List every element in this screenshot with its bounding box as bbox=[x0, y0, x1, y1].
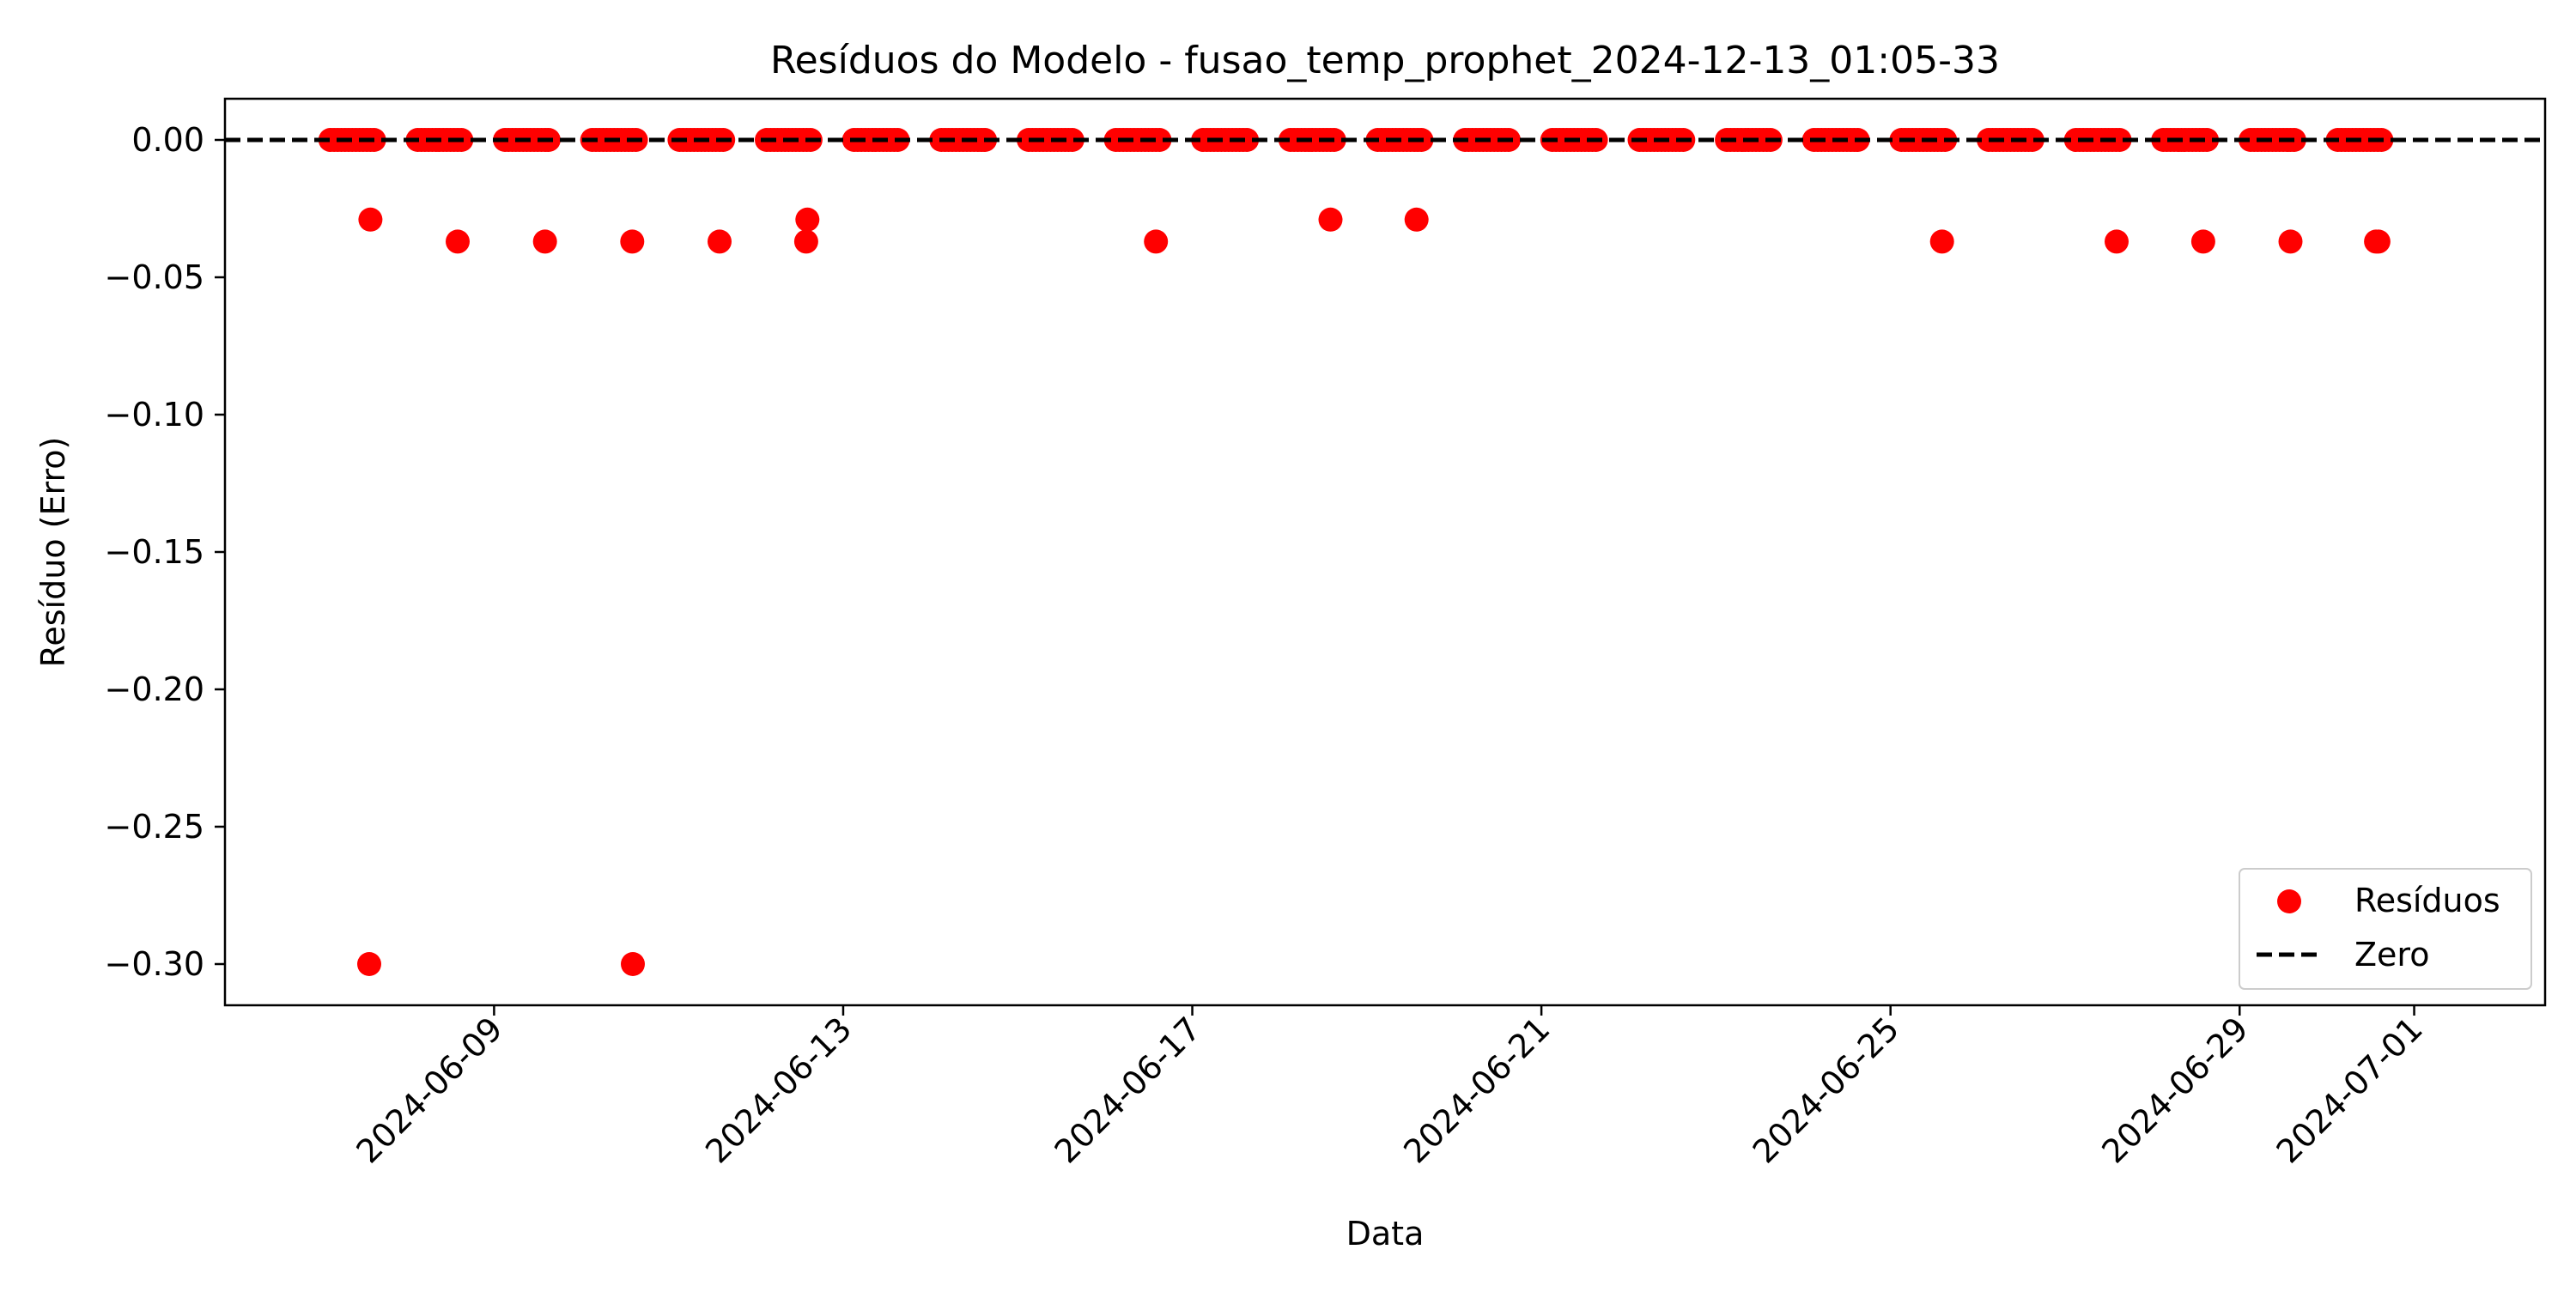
residual-point-outlier bbox=[1144, 229, 1168, 253]
residual-point-outlier bbox=[2279, 229, 2303, 253]
y-tick-label: −0.15 bbox=[105, 533, 204, 571]
residual-point-outlier bbox=[358, 208, 382, 232]
y-tick-label: −0.30 bbox=[105, 945, 204, 983]
x-tick-label: 2024-06-09 bbox=[349, 1010, 509, 1170]
residual-point-outlier bbox=[357, 952, 381, 976]
residual-point-outlier bbox=[621, 952, 645, 976]
x-tick-label: 2024-06-17 bbox=[1048, 1010, 1208, 1170]
y-tick-label: −0.25 bbox=[105, 808, 204, 846]
y-tick-label: −0.20 bbox=[105, 670, 204, 708]
x-tick-label: 2024-06-25 bbox=[1746, 1010, 1906, 1170]
y-tick-label: 0.00 bbox=[131, 121, 204, 159]
y-tick-label: −0.10 bbox=[105, 396, 204, 434]
residual-point-outlier bbox=[533, 229, 557, 253]
y-axis: 0.00 −0.05 −0.10 −0.15 −0.20 −0.25 −0.30 bbox=[105, 121, 225, 983]
residual-point-outlier bbox=[620, 229, 644, 253]
residual-point-outlier bbox=[708, 229, 732, 253]
x-tick-label: 2024-07-01 bbox=[2269, 1010, 2430, 1170]
x-tick-label: 2024-06-21 bbox=[1396, 1010, 1557, 1170]
y-tick-label: −0.05 bbox=[105, 258, 204, 296]
x-tick-label: 2024-06-29 bbox=[2094, 1010, 2255, 1170]
legend-label-residuos: Resíduos bbox=[2354, 882, 2500, 919]
residual-point-outlier bbox=[795, 208, 819, 232]
residual-point-outlier bbox=[2191, 229, 2215, 253]
legend-marker-residuos bbox=[2277, 889, 2301, 913]
chart-title: Resíduos do Modelo - fusao_temp_prophet_… bbox=[770, 39, 2000, 82]
legend-label-zero: Zero bbox=[2354, 936, 2429, 974]
residual-point-outlier bbox=[1405, 208, 1429, 232]
legend: Resíduos Zero bbox=[2239, 869, 2531, 989]
y-axis-label: Resíduo (Erro) bbox=[34, 437, 72, 668]
residual-point-outlier bbox=[1319, 208, 1343, 232]
x-tick-label: 2024-06-13 bbox=[698, 1010, 859, 1170]
residual-point-outlier bbox=[1930, 229, 1954, 253]
residual-point-outlier bbox=[2366, 229, 2391, 253]
residual-point-outlier bbox=[2105, 229, 2129, 253]
x-axis-label: Data bbox=[1346, 1215, 1425, 1253]
residual-point-outlier bbox=[794, 229, 818, 253]
x-axis: 2024-06-09 2024-06-13 2024-06-17 2024-06-21… bbox=[349, 1005, 2429, 1171]
residual-point-outlier bbox=[446, 229, 470, 253]
